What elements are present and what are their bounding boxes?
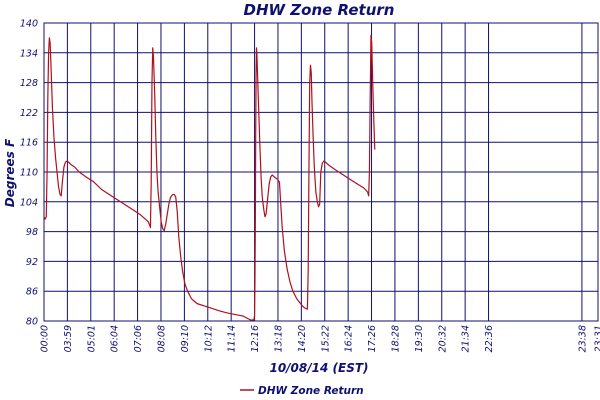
- y-tick-label: 104: [20, 197, 38, 208]
- legend-label: DHW Zone Return: [258, 385, 364, 397]
- y-tick-label: 134: [20, 48, 38, 59]
- x-tick-label: 03:59: [63, 325, 74, 352]
- x-tick-label: 12:16: [250, 325, 261, 352]
- y-tick-label: 128: [20, 78, 38, 89]
- x-tick-label: 00:00: [40, 325, 51, 352]
- y-tick-label: 80: [26, 317, 38, 328]
- x-axis-title: 10/08/14 (EST): [269, 361, 368, 375]
- plot-frame: [43, 22, 599, 322]
- y-axis-title: Degrees F: [3, 138, 17, 207]
- y-tick-label: 98: [26, 227, 38, 238]
- x-tick-label: 19:30: [414, 325, 425, 352]
- series-layer: [43, 34, 376, 321]
- x-tick-label: 11:14: [227, 325, 238, 352]
- y-tick-label: 140: [20, 19, 38, 30]
- x-tick-label: 21:34: [461, 325, 472, 352]
- x-tick-label: 08:08: [156, 325, 167, 352]
- x-tick-label: 14:20: [297, 325, 308, 352]
- x-tick-label: 17:26: [367, 325, 378, 352]
- y-tick-label: 116: [20, 138, 38, 149]
- y-tick-label: 92: [26, 257, 38, 268]
- x-tick-label: 15:22: [320, 325, 331, 352]
- x-tick-label: 20:32: [437, 325, 448, 352]
- x-tick-label: 07:06: [133, 325, 144, 352]
- x-tick-label: 23:38: [577, 325, 588, 352]
- x-tick-label: 23:31: [594, 325, 600, 352]
- x-tick-label: 10:12: [203, 325, 214, 352]
- x-tick-label: 18:28: [390, 325, 401, 352]
- x-tick-label: 05:01: [86, 325, 97, 352]
- y-tick-label: 122: [20, 108, 38, 119]
- x-tick-label: 22:36: [484, 325, 495, 352]
- y-tick-label: 86: [26, 287, 38, 298]
- y-axis-ticks: 80 86 92 98 104 110 116 122 128 134 140: [20, 19, 38, 328]
- series-line-dhw-zone-return: [43, 34, 376, 321]
- x-tick-label: 13:18: [273, 325, 284, 352]
- y-tick-label: 110: [20, 168, 38, 179]
- x-tick-label: 16:24: [344, 325, 355, 352]
- x-axis-ticks: 00:00 03:59 05:01 06:04 07:06 08:08 09:10 10:12…: [40, 325, 600, 352]
- chart-title: DHW Zone Return: [244, 1, 395, 19]
- x-tick-label: 06:04: [110, 325, 121, 352]
- x-tick-label: 09:10: [180, 325, 191, 352]
- legend: DHW Zone Return: [240, 385, 364, 397]
